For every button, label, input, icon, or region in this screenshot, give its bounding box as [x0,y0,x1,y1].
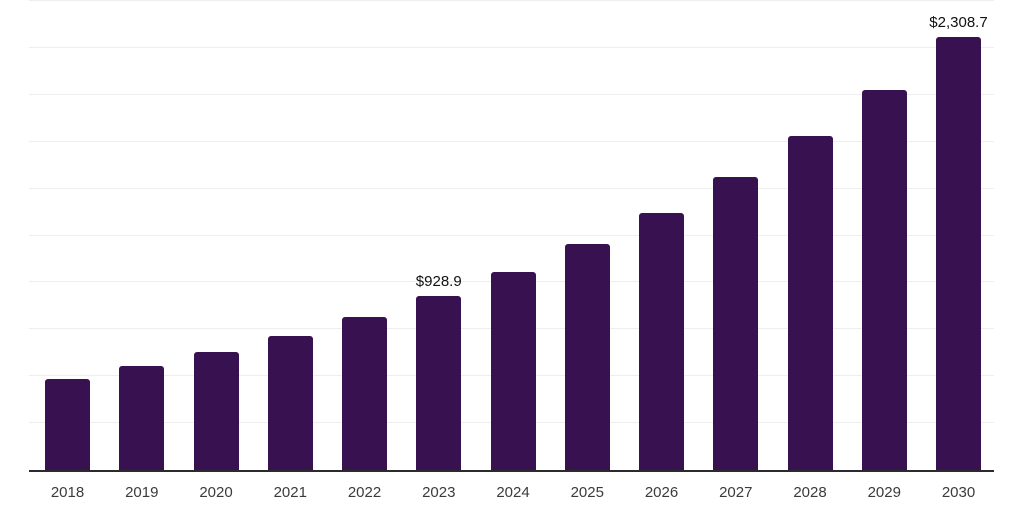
gridline [29,93,994,95]
x-axis-line [29,470,994,472]
x-tick-2030: 2030 [941,484,976,501]
data-label-2023: $928.9 [415,272,462,290]
bar-2025 [564,244,610,470]
x-tick-2029: 2029 [867,484,901,501]
bar-2023: $928.9 [416,273,462,470]
bar-2018 [45,379,90,470]
bar-2028 [787,136,833,470]
bar-2027 [713,176,759,470]
x-axis-labels: 2018 2019 2020 2021 2022 2023 2024 2025 2026 2027… [29,483,994,502]
bar-2024 [490,271,536,470]
data-label-2030: $2,308.7 [929,13,988,31]
gridline [29,0,994,1]
x-tick-2027: 2027 [719,484,753,501]
plot-area: $928.9 $2,308.7 [29,0,994,470]
bar-2019 [119,366,165,470]
x-tick-2025: 2025 [570,484,604,501]
bar-2029 [861,89,907,470]
bar-2030: $2,308.7 [929,14,988,470]
bar-2026 [639,212,684,470]
gridline [29,187,994,189]
bars: $928.9 $2,308.7 [29,1,994,470]
bar-2022 [342,317,387,470]
x-tick-2019: 2019 [125,484,159,501]
bar-2021 [267,335,313,470]
gridline [29,46,994,48]
x-tick-2026: 2026 [644,484,679,501]
x-tick-2021: 2021 [273,484,307,501]
x-tick-2022: 2022 [347,484,382,501]
x-tick-2018: 2018 [50,484,85,501]
x-tick-2023: 2023 [422,484,456,501]
x-tick-2020: 2020 [199,484,233,501]
bar-2020 [193,352,239,470]
gridline [29,234,994,236]
x-tick-2024: 2024 [496,484,530,501]
x-tick-2028: 2028 [793,484,827,501]
gridline [29,140,994,142]
